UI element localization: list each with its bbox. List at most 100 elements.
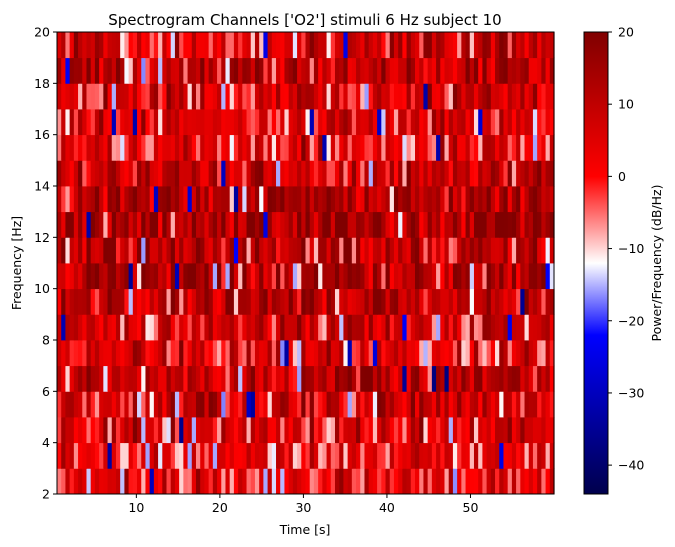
heatmap-cell — [398, 212, 403, 238]
heatmap-cell — [407, 289, 412, 315]
heatmap-cell — [99, 186, 104, 212]
heatmap-cell — [466, 340, 471, 366]
heatmap-cell — [74, 443, 79, 469]
heatmap-cell — [280, 340, 285, 366]
heatmap-cell — [482, 314, 487, 340]
heatmap-cell — [112, 263, 117, 289]
heatmap-cell — [415, 237, 420, 263]
heatmap-cell — [499, 417, 504, 443]
heatmap-cell — [158, 263, 163, 289]
heatmap-cell — [91, 212, 96, 238]
heatmap-cell — [162, 212, 167, 238]
heatmap-cell — [449, 186, 454, 212]
heatmap-cell — [74, 237, 79, 263]
heatmap-cell — [444, 391, 449, 417]
heatmap-cell — [407, 391, 412, 417]
heatmap-cell — [70, 443, 75, 469]
heatmap-cell — [213, 160, 218, 186]
heatmap-cell — [318, 58, 323, 84]
heatmap-cell — [99, 263, 104, 289]
heatmap-cell — [95, 391, 100, 417]
heatmap-cell — [276, 314, 281, 340]
heatmap-cell — [423, 340, 428, 366]
heatmap-cell — [150, 443, 155, 469]
heatmap-cell — [331, 366, 336, 392]
heatmap-cell — [415, 366, 420, 392]
heatmap-cell — [373, 58, 378, 84]
heatmap-cell — [242, 58, 247, 84]
heatmap-cell — [541, 314, 546, 340]
heatmap-cell — [314, 237, 319, 263]
heatmap-cell — [310, 391, 315, 417]
heatmap-cell — [145, 417, 150, 443]
heatmap-cell — [225, 468, 230, 494]
heatmap-cell — [377, 417, 382, 443]
heatmap-cell — [91, 263, 96, 289]
heatmap-cell — [145, 135, 150, 161]
heatmap-cell — [327, 135, 332, 161]
heatmap-cell — [537, 186, 542, 212]
heatmap-cell — [478, 212, 483, 238]
heatmap-cell — [247, 83, 252, 109]
heatmap-cell — [255, 289, 260, 315]
heatmap-cell — [116, 314, 121, 340]
heatmap-cell — [369, 391, 374, 417]
heatmap-cell — [289, 58, 294, 84]
heatmap-cell — [95, 417, 100, 443]
heatmap-cell — [108, 83, 113, 109]
heatmap-cell — [297, 366, 302, 392]
heatmap-cell — [213, 468, 218, 494]
heatmap-cell — [402, 109, 407, 135]
heatmap-cell — [546, 212, 551, 238]
heatmap-cell — [116, 289, 121, 315]
heatmap-cell — [449, 135, 454, 161]
heatmap-cell — [356, 32, 361, 58]
heatmap-cell — [280, 160, 285, 186]
heatmap-cell — [137, 314, 142, 340]
heatmap-cell — [335, 135, 340, 161]
heatmap-cell — [204, 83, 209, 109]
heatmap-cell — [520, 83, 525, 109]
heatmap-cell — [297, 237, 302, 263]
heatmap-cell — [293, 366, 298, 392]
heatmap-cell — [541, 212, 546, 238]
heatmap-cell — [162, 443, 167, 469]
heatmap-cell — [390, 160, 395, 186]
heatmap-cell — [242, 135, 247, 161]
heatmap-cell — [533, 32, 538, 58]
heatmap-cell — [348, 135, 353, 161]
heatmap-cell — [120, 314, 125, 340]
heatmap-cell — [533, 289, 538, 315]
heatmap-cell — [512, 237, 517, 263]
heatmap-cell — [213, 237, 218, 263]
heatmap-cell — [95, 32, 100, 58]
heatmap-cell — [145, 468, 150, 494]
heatmap-cell — [116, 468, 121, 494]
heatmap-cell — [537, 417, 542, 443]
heatmap-cell — [432, 417, 437, 443]
heatmap-cell — [179, 58, 184, 84]
heatmap-cell — [428, 32, 433, 58]
heatmap-cell — [284, 109, 289, 135]
heatmap-cell — [99, 109, 104, 135]
heatmap-cell — [74, 186, 79, 212]
heatmap-cell — [491, 212, 496, 238]
heatmap-cell — [306, 186, 311, 212]
heatmap-cell — [453, 160, 458, 186]
heatmap-cell — [124, 186, 129, 212]
heatmap-cell — [444, 366, 449, 392]
heatmap-cell — [65, 391, 70, 417]
heatmap-cell — [175, 314, 180, 340]
heatmap-cell — [196, 83, 201, 109]
heatmap-cell — [133, 160, 138, 186]
heatmap-cell — [369, 32, 374, 58]
heatmap-cell — [546, 237, 551, 263]
heatmap-cell — [183, 58, 188, 84]
heatmap-cell — [255, 32, 260, 58]
heatmap-cell — [402, 32, 407, 58]
heatmap-cell — [364, 83, 369, 109]
heatmap-cell — [183, 340, 188, 366]
heatmap-cell — [234, 186, 239, 212]
heatmap-cell — [213, 58, 218, 84]
heatmap-cell — [78, 186, 83, 212]
